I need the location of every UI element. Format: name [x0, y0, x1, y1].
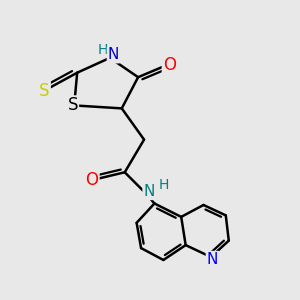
Text: O: O: [85, 171, 98, 189]
Text: H: H: [159, 178, 169, 192]
Text: O: O: [163, 56, 176, 74]
Text: S: S: [68, 96, 78, 114]
Text: N: N: [143, 184, 155, 199]
Text: N: N: [108, 47, 119, 62]
Text: S: S: [39, 82, 50, 100]
Text: H: H: [97, 43, 108, 56]
Text: N: N: [207, 252, 218, 267]
